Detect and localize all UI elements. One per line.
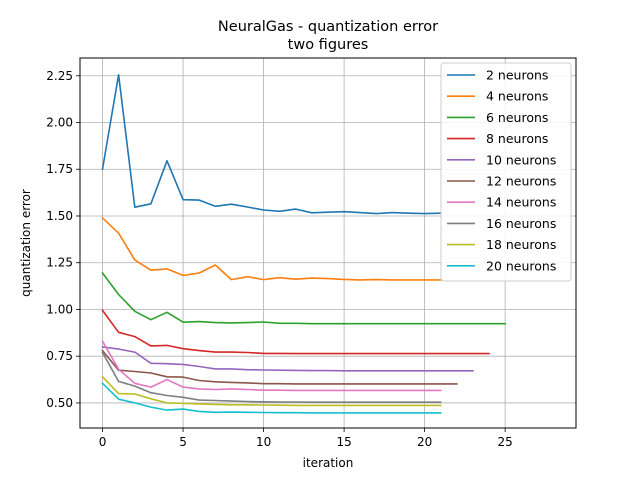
y-tick-label: 2.00 bbox=[46, 116, 73, 130]
x-tick-label: 20 bbox=[417, 435, 432, 449]
legend-label: 14 neurons bbox=[486, 195, 556, 210]
y-tick-label: 1.25 bbox=[46, 256, 73, 270]
series-line-5 bbox=[101, 345, 474, 372]
y-tick-label: 0.75 bbox=[46, 349, 73, 363]
x-tick-label: 0 bbox=[99, 435, 107, 449]
series-line-7 bbox=[101, 340, 442, 392]
legend-label: 18 neurons bbox=[486, 237, 556, 252]
x-tick-label: 15 bbox=[336, 435, 351, 449]
axes: 0 5 10 15 20 25 0.50 0.75 1.00 1.25 1.50 1.75 2.00 2.… bbox=[46, 69, 513, 449]
y-tick-label: 1.75 bbox=[46, 162, 73, 176]
series-line-2 bbox=[101, 216, 442, 281]
plot-frame bbox=[79, 57, 577, 429]
series-lines bbox=[101, 74, 506, 414]
legend: 2 neurons 4 neurons 6 neurons 8 neurons 10 n… bbox=[440, 62, 572, 282]
y-tick-label: 2.25 bbox=[46, 69, 73, 83]
y-tick-label: 1.50 bbox=[46, 209, 73, 223]
legend-label: 16 neurons bbox=[486, 216, 556, 231]
legend-label: 12 neurons bbox=[486, 174, 556, 189]
legend-label: 8 neurons bbox=[486, 131, 548, 146]
series-line-8 bbox=[101, 351, 442, 404]
chart-title: NeuralGas - quantization error bbox=[218, 19, 438, 35]
y-axis-label: quantization error bbox=[19, 189, 33, 297]
series-line-6 bbox=[101, 349, 458, 385]
legend-label: 4 neurons bbox=[486, 89, 548, 104]
series-line-10 bbox=[101, 382, 442, 414]
x-axis-label: iteration bbox=[303, 456, 354, 470]
x-tick-label: 5 bbox=[179, 435, 187, 449]
legend-label: 2 neurons bbox=[486, 68, 548, 83]
x-tick-label: 25 bbox=[498, 435, 513, 449]
y-tick-label: 0.50 bbox=[46, 396, 73, 410]
series-line-3 bbox=[101, 271, 506, 325]
legend-label: 10 neurons bbox=[486, 152, 556, 167]
series-line-1 bbox=[101, 74, 442, 215]
series-line-9 bbox=[101, 375, 442, 407]
y-tick-label: 1.00 bbox=[46, 302, 73, 316]
legend-label: 6 neurons bbox=[486, 110, 548, 125]
legend-label: 20 neurons bbox=[486, 258, 556, 273]
x-tick-label: 10 bbox=[256, 435, 271, 449]
chart-subtitle: two figures bbox=[288, 37, 369, 53]
series-line-4 bbox=[101, 309, 490, 355]
